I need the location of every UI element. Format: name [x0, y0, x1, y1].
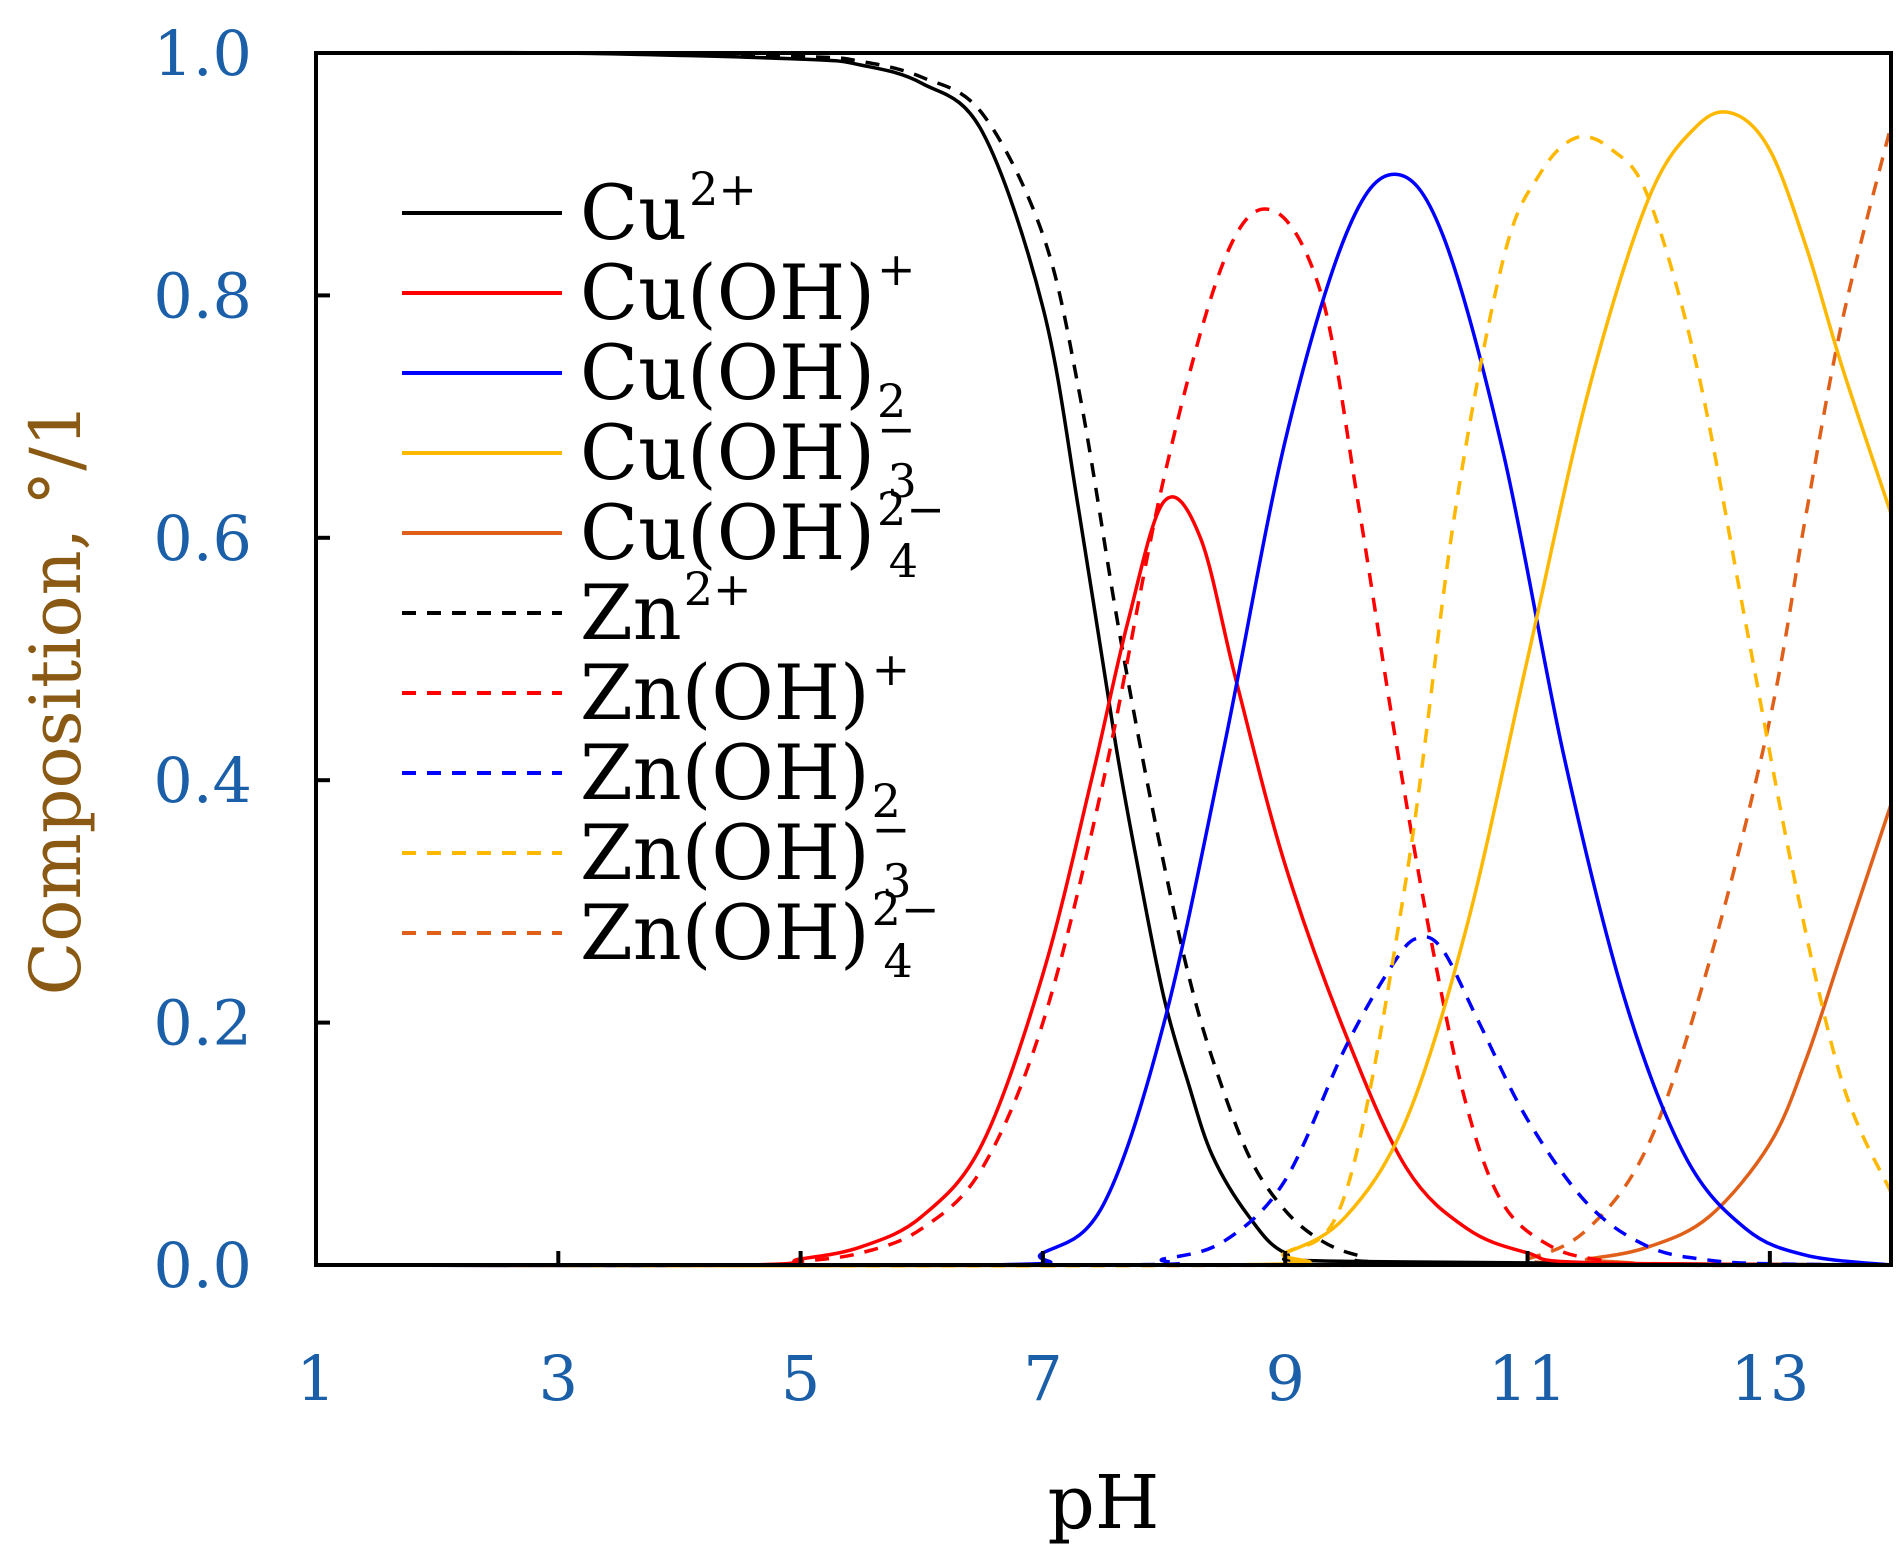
legend-entry: Cu2+ — [402, 162, 757, 257]
legend: Cu2+Cu(OH)+Cu(OH)2Cu(OH)− 3Cu(OH)2− 4Zn2+Z… — [402, 162, 945, 988]
legend-entry: Zn(OH)2− 4 — [402, 882, 939, 988]
series-line-cu-oh-3 — [315, 110, 1893, 1268]
series-layer — [315, 50, 1893, 1268]
series-line-zn-oh-4-2 — [315, 125, 1893, 1268]
series-line-zn-oh-2 — [315, 935, 1892, 1268]
y-tick-label: 1.0 — [153, 17, 252, 90]
legend-entry: Cu(OH)− 3 — [402, 402, 917, 508]
series-line-cu-oh-4-2 — [315, 803, 1893, 1268]
x-tick-label: 5 — [781, 1342, 820, 1415]
legend-entry: Zn(OH)− 3 — [402, 802, 911, 908]
y-axis-title: Composition, °/1 — [15, 403, 97, 996]
legend-label: Cu(OH)− 3 — [580, 402, 917, 508]
series-line-zn-oh-3 — [315, 134, 1893, 1268]
legend-entry: Zn(OH)+ — [402, 642, 910, 737]
legend-label: Cu(OH)2− 4 — [580, 482, 945, 588]
x-tick-label: 9 — [1266, 1342, 1305, 1415]
legend-label: Zn(OH)− 3 — [580, 802, 911, 908]
plot-frame — [314, 51, 1893, 1267]
legend-label: Zn2+ — [580, 562, 752, 657]
legend-entry: Zn2+ — [402, 562, 752, 657]
x-axis-title: pH — [1048, 1460, 1160, 1546]
legend-label: Zn(OH)2− 4 — [580, 882, 939, 988]
legend-label: Cu(OH)2 — [580, 328, 906, 428]
legend-entry: Zn(OH)2 — [402, 728, 901, 828]
tick-layer: 1 3 5 7 9 11 130.00.20.40.60.81.0 — [153, 17, 1809, 1415]
y-tick-label: 0.2 — [153, 987, 252, 1060]
legend-entry: Cu(OH)2− 4 — [402, 482, 945, 588]
x-tick-label: 1 — [296, 1342, 335, 1415]
legend-label: Zn(OH)2 — [580, 728, 901, 828]
y-tick-label: 0.8 — [153, 259, 252, 332]
x-tick-label: 11 — [1488, 1342, 1567, 1415]
legend-entry: Cu(OH)+ — [402, 242, 916, 337]
x-tick-label: 13 — [1730, 1342, 1809, 1415]
y-tick-label: 0.4 — [153, 744, 252, 817]
series-line-cu-oh — [315, 495, 1892, 1268]
x-tick-label: 7 — [1023, 1342, 1062, 1415]
legend-label: Zn(OH)+ — [580, 642, 910, 737]
y-tick-label: 0.6 — [153, 502, 252, 575]
x-tick-label: 3 — [539, 1342, 578, 1415]
legend-label: Cu2+ — [580, 162, 757, 257]
series-line-zn-oh — [315, 207, 1892, 1268]
series-line-zn2 — [315, 50, 1892, 1267]
legend-label: Cu(OH)+ — [580, 242, 916, 337]
y-tick-label: 0.0 — [153, 1229, 252, 1302]
legend-entry: Cu(OH)2 — [402, 328, 906, 428]
